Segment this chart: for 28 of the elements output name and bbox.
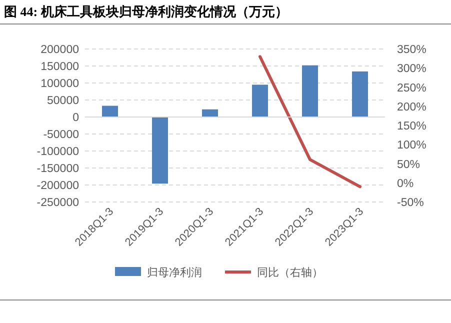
y-tick-label: -150000 <box>36 163 79 175</box>
y2-tick-label: -50% <box>397 197 424 209</box>
y2-tick-label: 150% <box>397 120 426 132</box>
y-tick-label: 0 <box>72 112 79 124</box>
bar <box>352 71 368 117</box>
y-tick-label: 50000 <box>47 95 79 107</box>
chart-title: 图 44: 机床工具板块归母净利润变化情况（万元） <box>4 4 288 19</box>
y2-tick-label: 200% <box>397 101 426 114</box>
bar <box>252 84 268 117</box>
y2-tick-label: 350% <box>397 44 426 56</box>
legend-label: 归母净利润 <box>147 266 202 279</box>
y-tick-label: -250000 <box>36 197 79 209</box>
bar <box>302 65 318 117</box>
y2-tick-label: 0% <box>397 178 414 190</box>
y-tick-label: -100000 <box>36 146 79 158</box>
y-tick-label: 100000 <box>40 78 79 90</box>
y2-tick-label: 50% <box>397 158 420 171</box>
y2-tick-label: 300% <box>397 63 426 76</box>
bar <box>152 117 168 184</box>
y2-tick-label: 100% <box>397 140 426 152</box>
y-tick-label: 150000 <box>40 61 79 73</box>
legend-label: 同比（右轴） <box>257 266 323 279</box>
y2-tick-label: 250% <box>397 82 426 94</box>
y-tick-label: -50000 <box>43 129 79 141</box>
y-tick-label: 200000 <box>40 44 79 56</box>
bar <box>202 109 218 117</box>
bar <box>102 106 118 117</box>
y-tick-label: -200000 <box>36 180 79 192</box>
